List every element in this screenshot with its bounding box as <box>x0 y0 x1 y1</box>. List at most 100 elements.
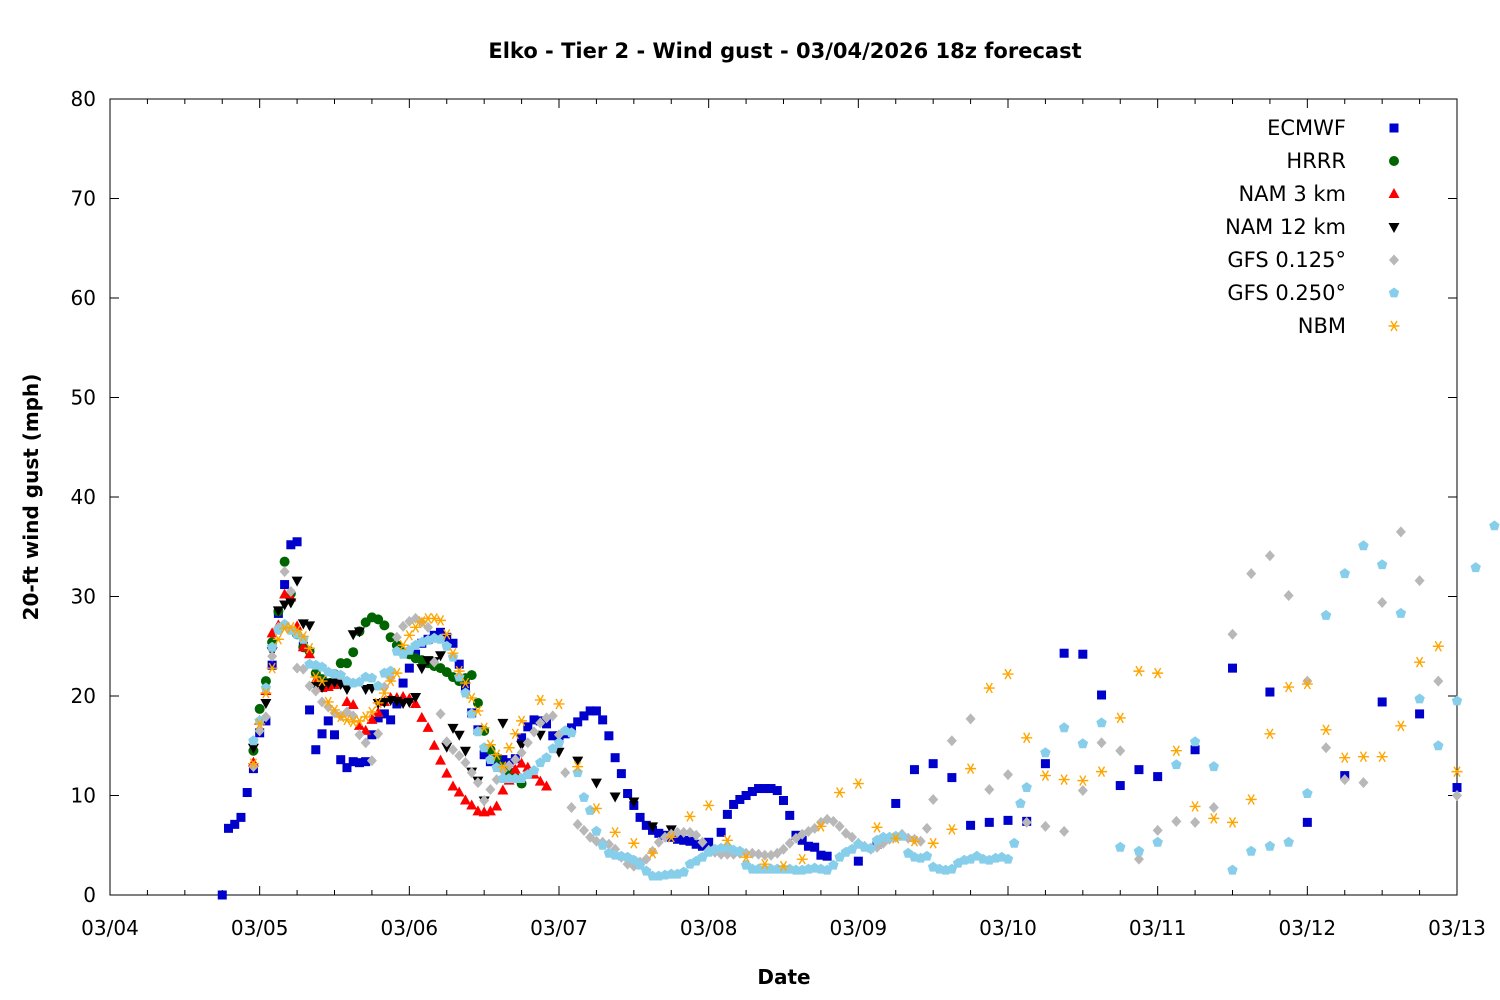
data-point-ecmwf <box>1302 817 1312 827</box>
data-point-nbm <box>279 622 291 634</box>
y-tick-label: 40 <box>71 485 96 509</box>
data-point-nbm <box>1376 751 1388 763</box>
data-point-nbm <box>1357 751 1369 763</box>
data-point-gfs-0-250 <box>553 737 565 748</box>
data-point-ecmwf <box>672 834 682 844</box>
data-point-ecmwf <box>280 580 290 590</box>
data-point-ecmwf <box>779 795 788 805</box>
data-point-ecmwf <box>498 755 508 765</box>
data-point-gfs-0-125 <box>1377 596 1388 608</box>
data-point-gfs-0-125 <box>1358 777 1369 789</box>
data-point-ecmwf <box>529 715 539 725</box>
data-point-gfs-0-125 <box>915 835 926 847</box>
data-point-ecmwf <box>766 784 776 794</box>
data-point-nam-12-km <box>410 692 422 703</box>
data-point-gfs-0-125 <box>784 837 795 849</box>
data-point-nbm <box>1002 668 1014 680</box>
data-point-ecmwf <box>598 715 608 725</box>
legend-marker-nam-12-km <box>1388 223 1400 233</box>
data-point-nam-12-km <box>647 822 659 833</box>
data-point-nbm <box>403 629 415 641</box>
y-tick-label: 80 <box>71 87 96 111</box>
data-point-gfs-0-250 <box>1002 853 1014 864</box>
data-point-nbm <box>815 820 827 832</box>
data-point-gfs-0-125 <box>847 831 858 843</box>
data-point-ecmwf <box>223 823 233 833</box>
data-point-hrrr <box>385 632 396 643</box>
data-point-gfs-0-125 <box>1171 815 1182 827</box>
data-point-ecmwf <box>604 731 614 741</box>
data-point-gfs-0-125 <box>391 631 402 643</box>
data-point-nam-3-km <box>360 724 372 735</box>
data-point-gfs-0-250 <box>447 651 459 662</box>
data-point-nbm <box>1021 732 1033 744</box>
data-point-gfs-0-125 <box>510 754 521 766</box>
data-point-hrrr <box>260 676 271 687</box>
data-point-hrrr <box>472 697 483 708</box>
data-point-gfs-0-250 <box>460 687 471 698</box>
series-gfs-0-250 <box>248 520 1500 881</box>
data-point-gfs-0-125 <box>1208 801 1219 813</box>
data-point-nbm <box>329 704 340 716</box>
data-point-nbm <box>466 692 478 704</box>
data-point-gfs-0-125 <box>921 822 932 834</box>
data-point-ecmwf <box>336 755 346 765</box>
data-point-nbm <box>759 858 771 870</box>
data-point-nam-3-km <box>372 706 384 717</box>
data-point-ecmwf <box>729 799 739 809</box>
data-point-nam-3-km <box>279 588 291 599</box>
data-point-gfs-0-250 <box>441 640 452 651</box>
data-point-gfs-0-250 <box>254 715 265 726</box>
data-point-nam-12-km <box>459 746 471 757</box>
data-point-gfs-0-250 <box>1040 747 1051 758</box>
data-point-nam-3-km <box>341 695 353 706</box>
data-point-nam-3-km <box>422 721 434 732</box>
data-point-ecmwf <box>1377 697 1387 707</box>
data-point-gfs-0-250 <box>634 859 646 870</box>
data-point-hrrr <box>466 670 477 681</box>
data-point-gfs-0-250 <box>1283 836 1294 847</box>
y-axis-label: 20-ft wind gust (mph) <box>19 374 43 621</box>
data-point-ecmwf <box>1097 690 1107 700</box>
data-point-gfs-0-125 <box>529 726 540 738</box>
data-point-nam-12-km <box>609 792 621 803</box>
data-point-ecmwf <box>342 763 352 773</box>
x-tick-label: 03/06 <box>381 916 439 940</box>
data-point-hrrr <box>504 766 515 777</box>
data-point-nam-12-km <box>590 778 602 789</box>
data-point-nbm <box>428 613 440 624</box>
data-point-ecmwf <box>735 794 745 804</box>
data-point-gfs-0-125 <box>965 713 976 725</box>
data-point-nbm <box>1039 770 1051 781</box>
data-point-gfs-0-250 <box>472 726 484 737</box>
data-point-ecmwf <box>317 729 327 739</box>
data-point-gfs-0-125 <box>310 685 321 697</box>
data-point-gfs-0-250 <box>591 825 602 836</box>
data-point-nbm <box>272 633 284 645</box>
data-point-gfs-0-250 <box>584 804 596 815</box>
data-point-ecmwf <box>772 786 782 796</box>
x-axis-label: Date <box>757 965 810 989</box>
data-point-gfs-0-250 <box>1077 738 1089 749</box>
data-point-gfs-0-125 <box>479 794 490 806</box>
data-point-gfs-0-250 <box>734 845 746 856</box>
data-point-nam-12-km <box>572 756 584 767</box>
data-point-gfs-0-250 <box>1395 607 1407 618</box>
data-point-gfs-0-250 <box>1152 836 1163 847</box>
data-point-nam-3-km <box>509 763 521 774</box>
data-point-ecmwf <box>909 765 919 775</box>
x-tick-label: 03/07 <box>530 916 588 940</box>
data-point-gfs-0-250 <box>641 865 652 876</box>
data-point-gfs-0-125 <box>292 662 303 674</box>
data-point-gfs-0-125 <box>928 793 939 805</box>
data-point-gfs-0-125 <box>485 784 496 796</box>
data-point-nbm <box>266 662 278 674</box>
data-point-nbm <box>852 778 864 789</box>
data-point-ecmwf <box>785 810 795 820</box>
data-point-ecmwf <box>797 835 807 845</box>
legend-marker-gfs-0-250 <box>1388 287 1400 298</box>
data-point-ecmwf <box>348 757 358 767</box>
data-point-gfs-0-250 <box>628 854 640 865</box>
data-point-nbm <box>871 821 883 833</box>
data-point-nam-3-km <box>466 799 478 810</box>
